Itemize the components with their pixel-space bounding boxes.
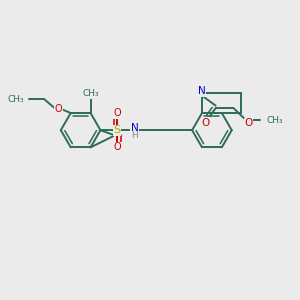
Text: CH₃: CH₃ bbox=[82, 89, 99, 98]
Text: H: H bbox=[131, 131, 138, 140]
Text: O: O bbox=[113, 108, 121, 118]
Text: O: O bbox=[202, 118, 210, 128]
Text: O: O bbox=[113, 142, 121, 152]
Text: O: O bbox=[55, 103, 62, 114]
Text: S: S bbox=[114, 125, 121, 135]
Text: CH₃: CH₃ bbox=[7, 95, 24, 104]
Text: N: N bbox=[198, 86, 206, 97]
Text: O: O bbox=[245, 118, 253, 128]
Text: N: N bbox=[131, 123, 139, 133]
Text: CH₃: CH₃ bbox=[267, 116, 284, 125]
